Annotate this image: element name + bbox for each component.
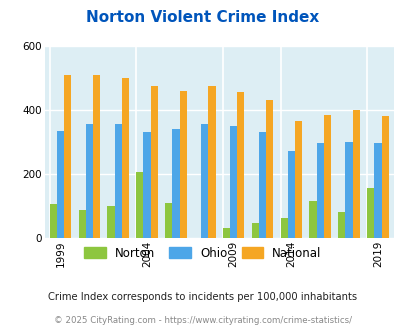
Text: Crime Index corresponds to incidents per 100,000 inhabitants: Crime Index corresponds to incidents per… — [48, 292, 357, 302]
Bar — [179, 91, 186, 238]
Bar — [237, 92, 244, 238]
Bar — [57, 131, 64, 238]
Bar — [222, 228, 230, 238]
Bar — [258, 132, 265, 238]
Bar — [172, 129, 179, 238]
Bar — [122, 78, 129, 238]
Text: © 2025 CityRating.com - https://www.cityrating.com/crime-statistics/: © 2025 CityRating.com - https://www.city… — [54, 316, 351, 325]
Bar — [366, 188, 373, 238]
Bar — [143, 132, 150, 238]
Bar — [201, 124, 208, 238]
Bar — [381, 116, 388, 238]
Bar — [373, 144, 381, 238]
Bar — [136, 172, 143, 238]
Bar — [79, 211, 85, 238]
Bar — [265, 100, 273, 238]
Bar — [323, 115, 330, 238]
Bar — [64, 75, 71, 238]
Bar — [49, 204, 57, 238]
Bar — [294, 121, 301, 238]
Legend: Norton, Ohio, National: Norton, Ohio, National — [84, 247, 321, 260]
Bar — [287, 151, 294, 238]
Bar — [251, 223, 258, 238]
Bar — [165, 203, 172, 238]
Bar — [114, 124, 122, 238]
Bar — [230, 126, 237, 238]
Bar — [150, 86, 158, 238]
Bar — [85, 124, 93, 238]
Bar — [208, 86, 215, 238]
Bar — [107, 206, 114, 238]
Bar — [93, 75, 100, 238]
Text: Norton Violent Crime Index: Norton Violent Crime Index — [86, 10, 319, 25]
Bar — [309, 201, 316, 238]
Bar — [280, 218, 287, 238]
Bar — [345, 142, 352, 238]
Bar — [316, 144, 323, 238]
Bar — [352, 110, 359, 238]
Bar — [337, 212, 345, 238]
